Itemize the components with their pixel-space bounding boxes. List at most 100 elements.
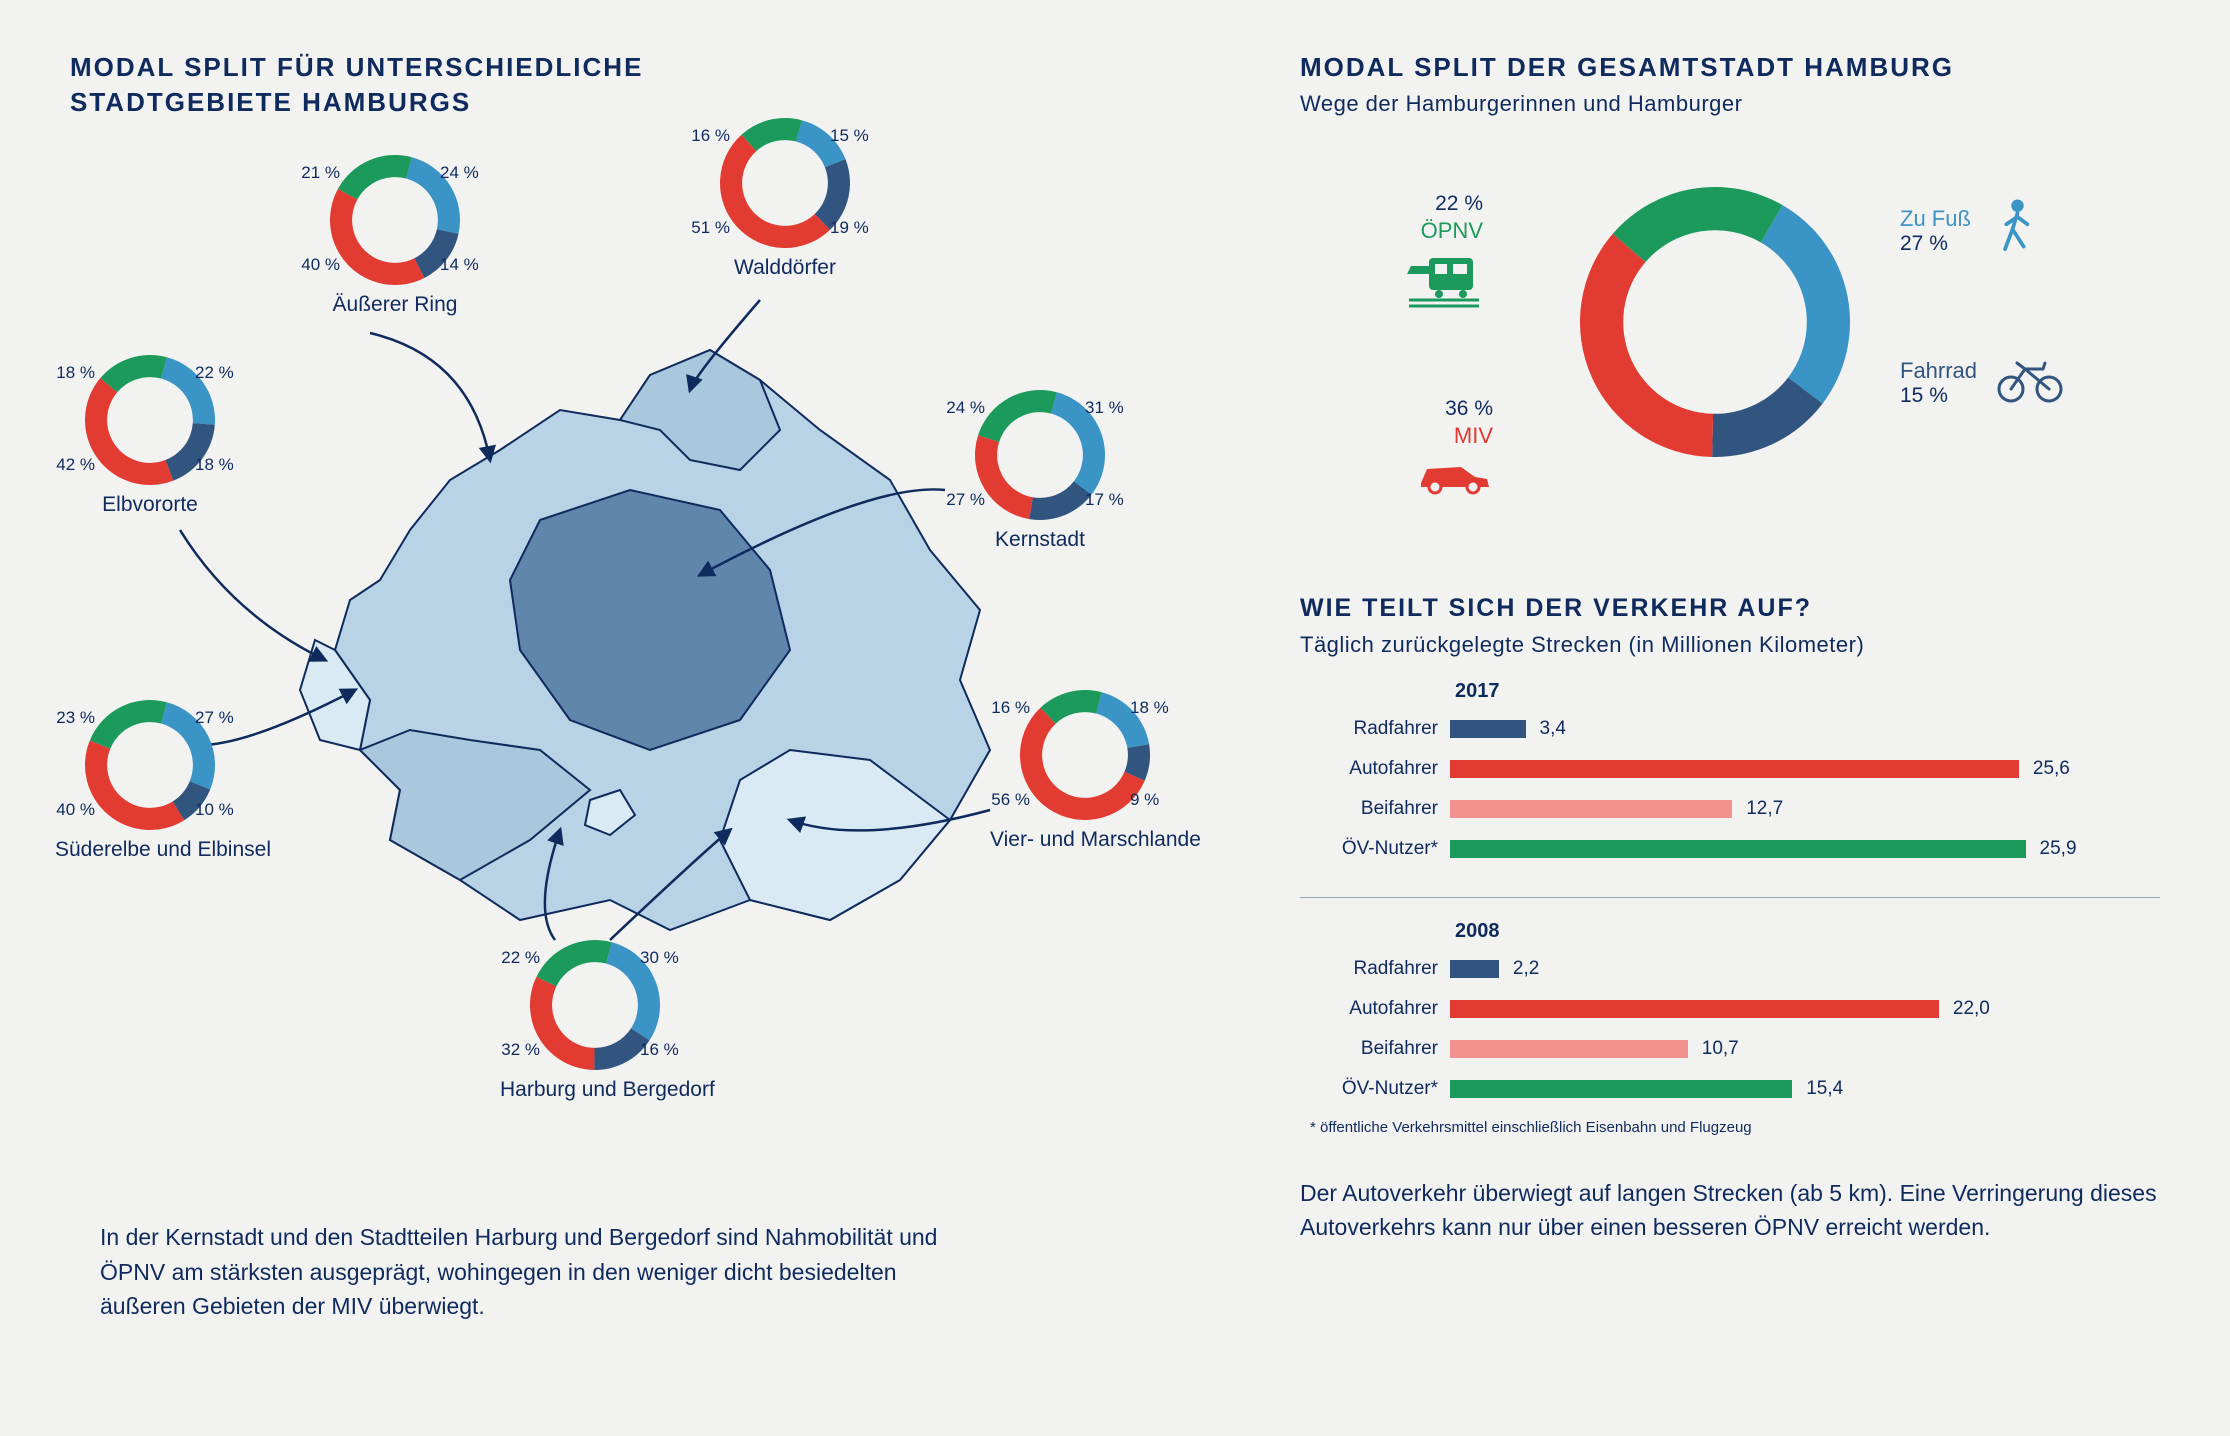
donut-pct-label: 10 % — [195, 800, 234, 820]
donut-pct-label: 23 % — [45, 708, 95, 728]
district-name: Elbvororte — [55, 493, 245, 517]
donut-pct-label: 22 % — [195, 363, 234, 383]
district-name: Süderelbe und Elbinsel — [55, 838, 245, 862]
legend-train: 22 %ÖPNV — [1405, 192, 1483, 313]
donut-pct-label: 21 % — [290, 163, 340, 183]
bar-label: Beifahrer — [1300, 1038, 1450, 1060]
donut-pct-label: 18 % — [45, 363, 95, 383]
right-top-title: MODAL SPLIT DER GESAMTSTADT HAMBURG — [1300, 50, 2160, 85]
district-donut-2: 22 %18 %42 %18 %Elbvororte — [55, 355, 245, 517]
legend-pct: 36 % — [1445, 397, 1493, 421]
legend-pct: 22 % — [1435, 192, 1483, 216]
bar-row: Radfahrer 3,4 — [1300, 709, 2160, 749]
bar-value: 25,6 — [2033, 758, 2070, 780]
district-donut-5: 18 %9 %56 %16 %Vier- und Marschlande — [990, 690, 1180, 852]
district-name: Walddörfer — [690, 256, 880, 280]
car-icon — [1415, 457, 1493, 502]
donut-pct-label: 51 % — [680, 218, 730, 238]
donut-pct-label: 9 % — [1130, 790, 1159, 810]
bar-row: Radfahrer 2,2 — [1300, 949, 2160, 989]
right-column: MODAL SPLIT DER GESAMTSTADT HAMBURG Wege… — [1300, 50, 2160, 1324]
donut-pct-label: 16 % — [980, 698, 1030, 718]
donut-pct-label: 18 % — [1130, 698, 1169, 718]
right-body-text: Der Autoverkehr überwiegt auf langen Str… — [1300, 1176, 2160, 1245]
bar-fill — [1450, 1000, 1939, 1018]
legend-pct: 15 % — [1900, 384, 1977, 408]
train-icon — [1405, 252, 1483, 313]
big-donut — [1580, 187, 1850, 457]
bar-label: ÖV-Nutzer* — [1300, 1078, 1450, 1100]
bar-value: 22,0 — [1953, 998, 1990, 1020]
district-donut-1: 15 %19 %51 %16 %Walddörfer — [690, 118, 880, 280]
donut-pct-label: 16 % — [680, 126, 730, 146]
bars-year-2008: 2008Radfahrer2,2Autofahrer22,0Beifahrer1… — [1300, 920, 2160, 1109]
district-donut-0: 24 %14 %40 %21 %Äußerer Ring — [300, 155, 490, 317]
bar-label: ÖV-Nutzer* — [1300, 838, 1450, 860]
legend-car: 36 %MIV — [1415, 397, 1493, 502]
left-title-line1: MODAL SPLIT FÜR UNTERSCHIEDLICHE — [70, 52, 643, 82]
legend-pct: 27 % — [1900, 232, 1971, 256]
left-title: MODAL SPLIT FÜR UNTERSCHIEDLICHE STADTGE… — [70, 50, 1240, 120]
donut-pct-label: 27 % — [935, 490, 985, 510]
left-body-text: In der Kernstadt und den Stadtteilen Har… — [100, 1220, 980, 1324]
bar-row: ÖV-Nutzer* 25,9 — [1300, 829, 2160, 869]
bar-label: Beifahrer — [1300, 798, 1450, 820]
bar-fill — [1450, 800, 1732, 818]
donut-pct-label: 32 % — [490, 1040, 540, 1060]
bars-subtitle: Täglich zurückgelegte Strecken (in Milli… — [1300, 632, 2160, 658]
left-column: MODAL SPLIT FÜR UNTERSCHIEDLICHE STADTGE… — [70, 50, 1240, 1324]
donut-pct-label: 18 % — [195, 455, 234, 475]
bar-label: Autofahrer — [1300, 998, 1450, 1020]
bar-fill — [1450, 1080, 1792, 1098]
bike-icon — [1995, 357, 2065, 408]
donut-pct-label: 24 % — [440, 163, 479, 183]
left-title-line2: STADTGEBIETE HAMBURGS — [70, 87, 471, 117]
bars-footnote: * öffentliche Verkehrsmittel einschließl… — [1310, 1119, 2160, 1136]
bars-year-label: 2017 — [1455, 680, 2160, 703]
bar-fill — [1450, 840, 2026, 858]
district-name: Äußerer Ring — [300, 293, 490, 317]
district-donut-6: 30 %16 %32 %22 %Harburg und Bergedorf — [500, 940, 690, 1102]
bars-section: WIE TEILT SICH DER VERKEHR AUF? Täglich … — [1300, 592, 2160, 1136]
bar-fill — [1450, 960, 1499, 978]
donut-pct-label: 15 % — [830, 126, 869, 146]
bar-label: Radfahrer — [1300, 718, 1450, 740]
donut-pct-label: 17 % — [1085, 490, 1124, 510]
district-name: Kernstadt — [945, 528, 1135, 552]
donut-pct-label: 14 % — [440, 255, 479, 275]
bars-divider — [1300, 897, 2160, 898]
district-donut-3: 31 %17 %27 %24 %Kernstadt — [945, 390, 1135, 552]
bar-row: Autofahrer 22,0 — [1300, 989, 2160, 1029]
donut-pct-label: 42 % — [45, 455, 95, 475]
bar-fill — [1450, 720, 1526, 738]
bars-year-label: 2008 — [1455, 920, 2160, 943]
bar-label: Radfahrer — [1300, 958, 1450, 980]
donut-pct-label: 19 % — [830, 218, 869, 238]
bar-value: 12,7 — [1746, 798, 1783, 820]
bars-year-2017: 2017Radfahrer 3,4 Autofahrer25,6 Beifahrer 1… — [1300, 680, 2160, 869]
bar-value: 25,9 — [2040, 838, 2077, 860]
legend-label: MIV — [1454, 423, 1493, 449]
bar-row: ÖV-Nutzer* 15,4 — [1300, 1069, 2160, 1109]
bar-value: 15,4 — [1806, 1078, 1843, 1100]
map-area: 24 %14 %40 %21 %Äußerer Ring15 %19 %51 %… — [70, 130, 1240, 1210]
bar-fill — [1450, 1040, 1688, 1058]
donut-pct-label: 40 % — [45, 800, 95, 820]
donut-pct-label: 24 % — [935, 398, 985, 418]
legend-label: Fahrrad — [1900, 358, 1977, 384]
legend-walk: Zu Fuß27 % — [1900, 197, 2041, 264]
bar-row: Beifahrer10,7 — [1300, 1029, 2160, 1069]
donut-pct-label: 22 % — [490, 948, 540, 968]
big-donut-area: Zu Fuß27 % Fahrrad15 % 36 %MIV 22 %ÖPNV — [1300, 137, 2160, 537]
right-top-subtitle: Wege der Hamburgerinnen und Hamburger — [1300, 91, 2160, 117]
bar-row: Autofahrer25,6 — [1300, 749, 2160, 789]
walk-icon — [1989, 197, 2041, 264]
bar-value: 2,2 — [1513, 958, 1539, 980]
bar-value: 3,4 — [1540, 718, 1566, 740]
legend-bike: Fahrrad15 % — [1900, 357, 2065, 408]
hamburg-map — [290, 320, 1010, 940]
donut-pct-label: 27 % — [195, 708, 234, 728]
donut-pct-label: 30 % — [640, 948, 679, 968]
district-donut-4: 27 %10 %40 %23 %Süderelbe und Elbinsel — [55, 700, 245, 862]
donut-pct-label: 31 % — [1085, 398, 1124, 418]
